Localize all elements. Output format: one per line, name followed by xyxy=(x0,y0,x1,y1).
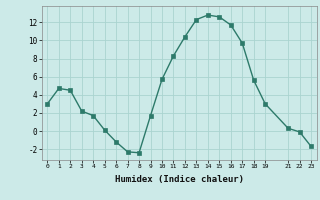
X-axis label: Humidex (Indice chaleur): Humidex (Indice chaleur) xyxy=(115,175,244,184)
